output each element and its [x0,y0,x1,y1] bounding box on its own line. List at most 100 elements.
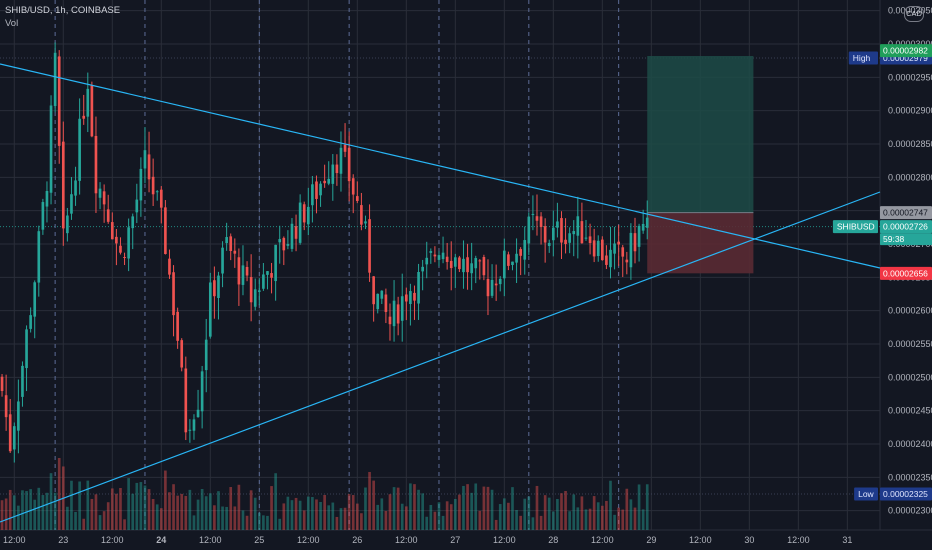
candle-body [66,215,69,234]
price-label-box [880,487,932,501]
volume-bar [294,497,298,530]
candle-body [502,250,506,279]
volume-bar [306,496,310,530]
candle-body [164,207,167,254]
volume-bar [274,473,277,530]
volume-bar [78,481,81,530]
candle-body [331,164,335,184]
candle-body [543,226,547,243]
volume-bar [470,492,473,530]
volume-bar [204,496,208,530]
volume-bar [217,491,220,530]
candle-body [368,219,371,273]
candle-body [445,256,449,262]
candle-body [168,258,171,275]
candle-body [478,260,482,262]
candle-body [180,340,184,368]
candle-body [110,222,114,240]
volume-bar [164,470,167,530]
candle-body [274,244,277,282]
x-tick-label: 23 [58,535,68,545]
candle-body [57,56,61,146]
candle-body [645,217,649,228]
volume-bar [433,511,437,530]
candle-body [596,240,600,257]
candle-body [323,180,326,184]
volume-bar [490,489,494,530]
volume-bar [441,515,445,530]
volume-bar [453,499,457,530]
volume-bar [613,514,616,530]
candle-body [102,191,106,205]
candle-body [176,311,179,341]
y-tick-label: 0.00002550 [888,339,932,349]
volume-bar [319,501,322,530]
volume-indicator-label[interactable]: Vol [5,18,19,29]
volume-bar [364,487,367,530]
volume-bar [196,499,200,530]
candle-body [106,209,110,222]
volume-bar [343,507,347,530]
volume-bar [213,505,216,530]
currency-badge[interactable]: CAD [904,6,924,22]
price-label-value: 0.00002726 [883,222,928,232]
x-tick-label: 28 [548,535,558,545]
volume-bar [372,480,375,530]
volume-bar [110,488,114,530]
price-axis[interactable]: 0.00002300 0.00002350 0.00002400 0.00002450… [888,6,932,516]
candle-body [208,282,212,337]
candle-body [617,241,620,245]
volume-bar [21,490,24,530]
loss-zone [647,212,754,274]
volume-bar [380,498,384,530]
candle-body [437,255,441,260]
candle-body [298,202,302,243]
trendline-lower [0,191,881,523]
volume-bar [592,496,596,530]
volume-bar [25,491,28,530]
volume-bar [588,508,592,530]
candle-body [429,251,433,253]
candle-body [286,244,290,246]
volume-bar [404,506,408,530]
candle-body [519,249,522,256]
x-tick-label: 12:00 [101,535,124,545]
y-tick-label: 0.00002350 [888,472,932,482]
symbol-title[interactable]: SHIB/USD, 1h, COINBASE [5,5,121,16]
long-position-tool[interactable] [647,56,754,274]
candle-body [78,118,81,181]
trendlines[interactable] [0,63,881,523]
time-axis[interactable]: 12:00 23 12:00 24 12:00 25 12:00 26 12:00 27 12:00… [3,535,852,545]
volume-bar [172,484,175,530]
volume-bar [413,484,416,530]
chart-grid [0,0,932,531]
volume-bar [139,482,143,530]
candle-body [584,237,588,239]
volume-bar [315,499,318,530]
session-separators [54,0,620,530]
volume-bar [176,495,179,530]
price-label-tag-box [832,220,878,234]
volume-bar [233,506,237,530]
volume-bar [94,494,98,530]
candle-body [229,236,233,252]
candle-body [188,429,192,431]
candle-body [417,271,420,304]
x-tick-label: 25 [254,535,264,545]
y-tick-label: 0.00002800 [888,172,932,182]
candle-body [482,257,486,276]
candle-body [572,231,576,235]
volume-bar [511,487,514,530]
volume-bar [74,511,77,530]
y-tick-label: 0.00002300 [888,506,932,516]
candle-body [90,85,94,137]
volume-bar [417,489,420,530]
volume-bar [388,494,392,530]
volume-bar [86,480,90,530]
volume-bar [519,515,522,530]
price-label-tag: High [853,53,871,63]
candle-body [396,304,400,324]
price-label-value: 0.00002979 [883,53,928,63]
y-tick-label: 0.00002450 [888,406,932,416]
